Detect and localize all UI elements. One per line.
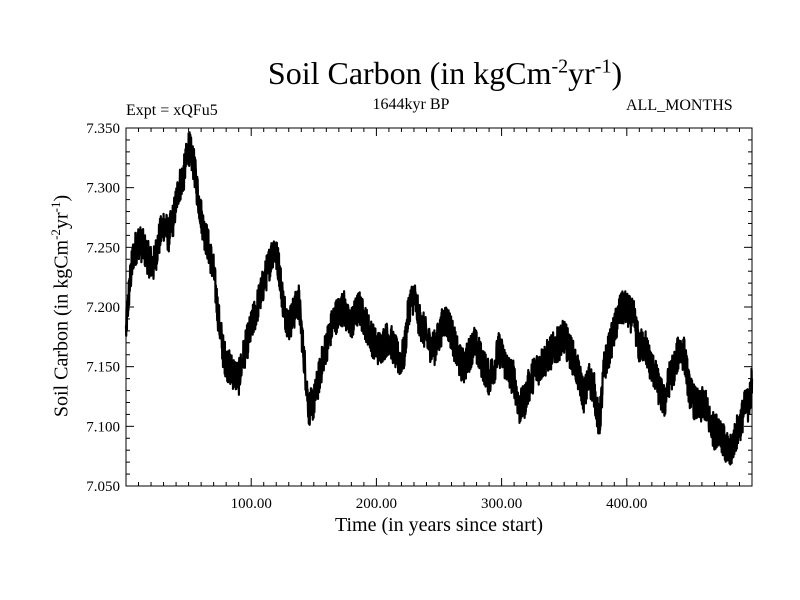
chart-subtitle: 1644kyr BP xyxy=(372,96,450,113)
x-tick-label: 100.00 xyxy=(231,496,272,512)
y-tick-label: 7.250 xyxy=(86,240,120,256)
months-label: ALL_MONTHS xyxy=(626,97,733,114)
experiment-label: Expt = xQFu5 xyxy=(126,102,218,119)
x-axis-label: Time (in years since start) xyxy=(334,514,544,536)
series-line xyxy=(124,131,754,466)
y-tick-label: 7.200 xyxy=(86,300,120,316)
y-tick-label: 7.350 xyxy=(86,121,120,137)
x-tick-label: 400.00 xyxy=(606,496,647,512)
y-tick-label: 7.300 xyxy=(86,181,120,197)
x-tick-label: 300.00 xyxy=(481,496,522,512)
y-tick-label: 7.100 xyxy=(86,419,120,435)
y-tick-label: 7.150 xyxy=(86,360,120,376)
chart-title: Soil Carbon (in kgCm-2yr-1) xyxy=(267,55,623,91)
ticks-layer: 7.050 7.100 7.150 7.200 7.250 7.300 7.350 100.0… xyxy=(86,121,753,512)
plot-frame xyxy=(125,127,753,487)
y-tick-label: 7.050 xyxy=(86,479,120,495)
x-tick-label: 200.00 xyxy=(356,496,397,512)
